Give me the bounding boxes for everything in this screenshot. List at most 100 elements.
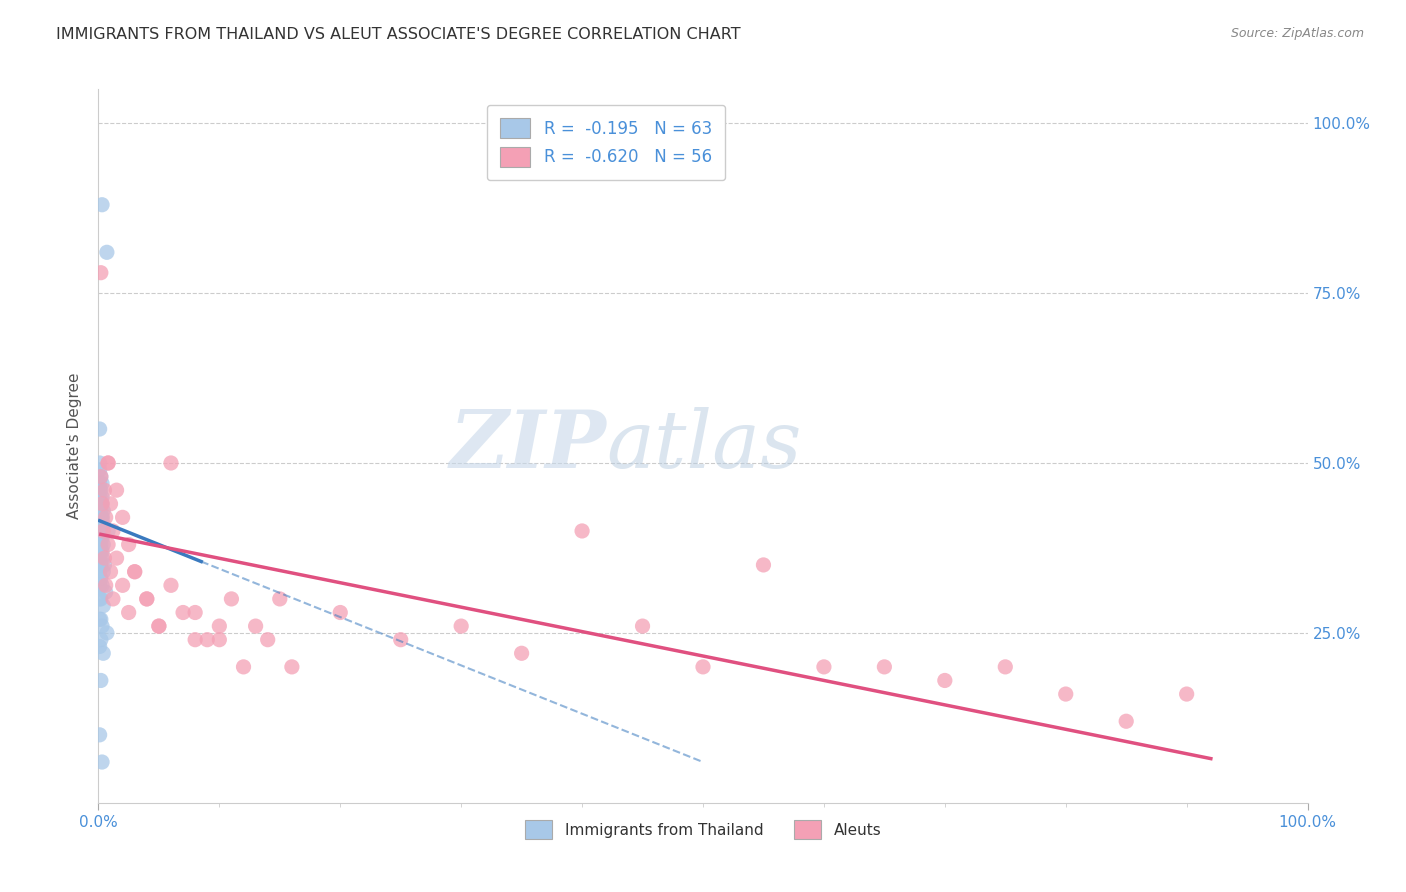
Point <box>90 524 112 538</box>
Point <box>89 463 111 477</box>
Point <box>752 558 775 572</box>
Point <box>94 578 117 592</box>
Point <box>111 510 134 524</box>
Point <box>90 483 112 498</box>
Point <box>1054 687 1077 701</box>
Point <box>91 565 114 579</box>
Point <box>96 245 118 260</box>
Point <box>91 490 114 504</box>
Point <box>90 537 112 551</box>
Point <box>105 551 128 566</box>
Point <box>91 578 114 592</box>
Point <box>89 503 111 517</box>
Point <box>90 469 112 483</box>
Point <box>269 591 291 606</box>
Point <box>1175 687 1198 701</box>
Point <box>89 524 111 538</box>
Point <box>245 619 267 633</box>
Point <box>89 490 111 504</box>
Point <box>101 524 124 538</box>
Point <box>89 640 111 654</box>
Text: Source: ZipAtlas.com: Source: ZipAtlas.com <box>1230 27 1364 40</box>
Point <box>91 646 114 660</box>
Point <box>90 497 112 511</box>
Point <box>90 266 112 280</box>
Point <box>89 591 111 606</box>
Point <box>89 456 111 470</box>
Text: atlas: atlas <box>606 408 801 484</box>
Point <box>93 483 115 498</box>
Point <box>90 469 112 483</box>
Point <box>89 422 111 436</box>
Point <box>96 626 118 640</box>
Point <box>90 632 112 647</box>
Point <box>91 619 114 633</box>
Point <box>91 755 114 769</box>
Point <box>90 558 112 572</box>
Point <box>90 497 112 511</box>
Point <box>90 673 112 688</box>
Point <box>813 660 835 674</box>
Point <box>89 503 111 517</box>
Point <box>101 591 124 606</box>
Point <box>111 578 134 592</box>
Point <box>94 510 117 524</box>
Point <box>124 565 146 579</box>
Point <box>90 503 112 517</box>
Point <box>631 619 654 633</box>
Point <box>89 578 111 592</box>
Point <box>692 660 714 674</box>
Point <box>89 497 111 511</box>
Point <box>91 517 114 532</box>
Point <box>148 619 170 633</box>
Point <box>89 612 111 626</box>
Point <box>91 198 114 212</box>
Point <box>97 456 120 470</box>
Point <box>97 537 120 551</box>
Point <box>90 510 112 524</box>
Point <box>256 632 278 647</box>
Point <box>124 565 146 579</box>
Point <box>118 537 141 551</box>
Point <box>105 483 128 498</box>
Point <box>91 497 114 511</box>
Point <box>91 599 114 613</box>
Point <box>450 619 472 633</box>
Point <box>89 510 111 524</box>
Point <box>135 591 157 606</box>
Point <box>89 476 111 491</box>
Point <box>91 497 114 511</box>
Point <box>160 456 183 470</box>
Point <box>97 456 120 470</box>
Point <box>184 632 207 647</box>
Point <box>89 551 111 566</box>
Point <box>89 544 111 558</box>
Point <box>184 606 207 620</box>
Point <box>329 606 352 620</box>
Point <box>93 551 115 566</box>
Point <box>208 632 231 647</box>
Point <box>91 551 114 566</box>
Point <box>93 558 115 572</box>
Point <box>934 673 956 688</box>
Point <box>208 619 231 633</box>
Point <box>118 606 141 620</box>
Text: IMMIGRANTS FROM THAILAND VS ALEUT ASSOCIATE'S DEGREE CORRELATION CHART: IMMIGRANTS FROM THAILAND VS ALEUT ASSOCI… <box>56 27 741 42</box>
Point <box>91 544 114 558</box>
Point <box>91 476 114 491</box>
Point <box>89 517 111 532</box>
Point <box>89 565 111 579</box>
Point <box>148 619 170 633</box>
Point <box>91 531 114 545</box>
Point <box>135 591 157 606</box>
Point <box>90 591 112 606</box>
Point <box>94 585 117 599</box>
Point <box>91 537 114 551</box>
Point <box>90 612 112 626</box>
Point <box>100 565 122 579</box>
Point <box>89 483 111 498</box>
Point <box>510 646 533 660</box>
Point <box>100 497 122 511</box>
Point <box>97 524 120 538</box>
Y-axis label: Associate's Degree: Associate's Degree <box>67 373 83 519</box>
